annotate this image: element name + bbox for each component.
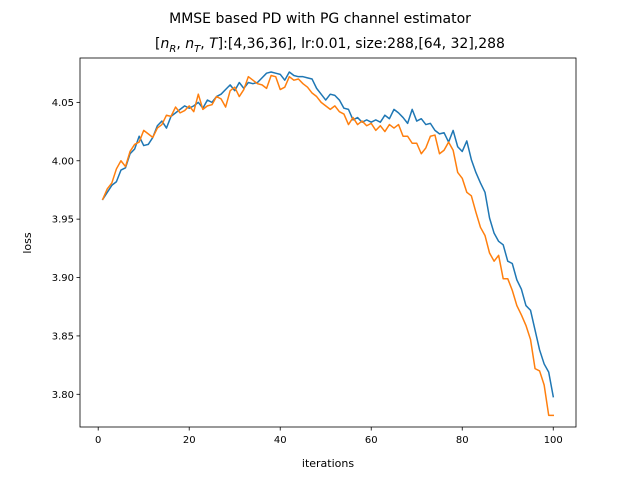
x-tick-label: 0 bbox=[95, 435, 101, 446]
y-tick-label: 3.80 bbox=[52, 390, 74, 401]
y-tick-label: 4.00 bbox=[52, 156, 74, 167]
y-tick-label: 3.85 bbox=[52, 331, 74, 342]
chart-title: MMSE based PD with PG channel estimator bbox=[169, 11, 471, 27]
y-tick-label: 3.90 bbox=[52, 273, 74, 284]
x-axis-label: iterations bbox=[302, 457, 354, 470]
x-tick-label: 80 bbox=[456, 435, 469, 446]
x-tick-label: 20 bbox=[183, 435, 196, 446]
series-line-2 bbox=[101, 74, 554, 417]
x-tick-label: 60 bbox=[365, 435, 378, 446]
axes-frame bbox=[79, 57, 577, 428]
plot-area: 0 20 40 60 80 100 3.80 3.85 3.90 3.95 4.00 4.05 bbox=[52, 57, 577, 446]
chart-subtitle: [nR, nT, T]:[4,36,36], lr:0.01, size:288… bbox=[155, 36, 505, 55]
y-tick-label: 3.95 bbox=[52, 215, 74, 226]
y-axis-label: loss bbox=[21, 232, 34, 254]
x-tick-label: 40 bbox=[274, 435, 287, 446]
x-tick-label: 100 bbox=[544, 435, 563, 446]
y-tick-label: 4.05 bbox=[52, 98, 74, 109]
